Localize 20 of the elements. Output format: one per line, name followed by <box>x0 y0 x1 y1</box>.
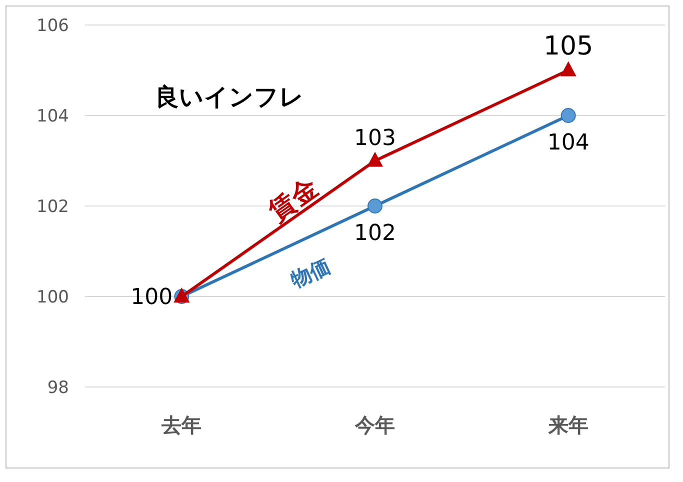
text: 良いインフレ <box>155 83 304 111</box>
y-tick-label: 102 <box>36 196 69 217</box>
data-label: 100 <box>130 285 173 310</box>
data-label: 102 <box>354 221 396 246</box>
point <box>560 61 576 76</box>
y-tick-label: 98 <box>47 378 69 398</box>
y-tick-label: 106 <box>36 16 69 36</box>
y-tick-label: 100 <box>36 287 69 308</box>
text: 賃金 <box>263 172 324 228</box>
point <box>560 108 576 123</box>
data-label: 103 <box>354 126 396 151</box>
x-tick-label: 今年 <box>354 413 395 437</box>
text: 物価 <box>286 254 334 293</box>
point <box>368 198 382 214</box>
x-tick-label: 去年 <box>160 413 202 437</box>
data-label: 105 <box>544 31 594 62</box>
x-tick-label: 来年 <box>547 413 588 437</box>
point <box>367 152 383 167</box>
data-label: 104 <box>547 130 590 156</box>
y-tick-label: 104 <box>36 106 69 126</box>
